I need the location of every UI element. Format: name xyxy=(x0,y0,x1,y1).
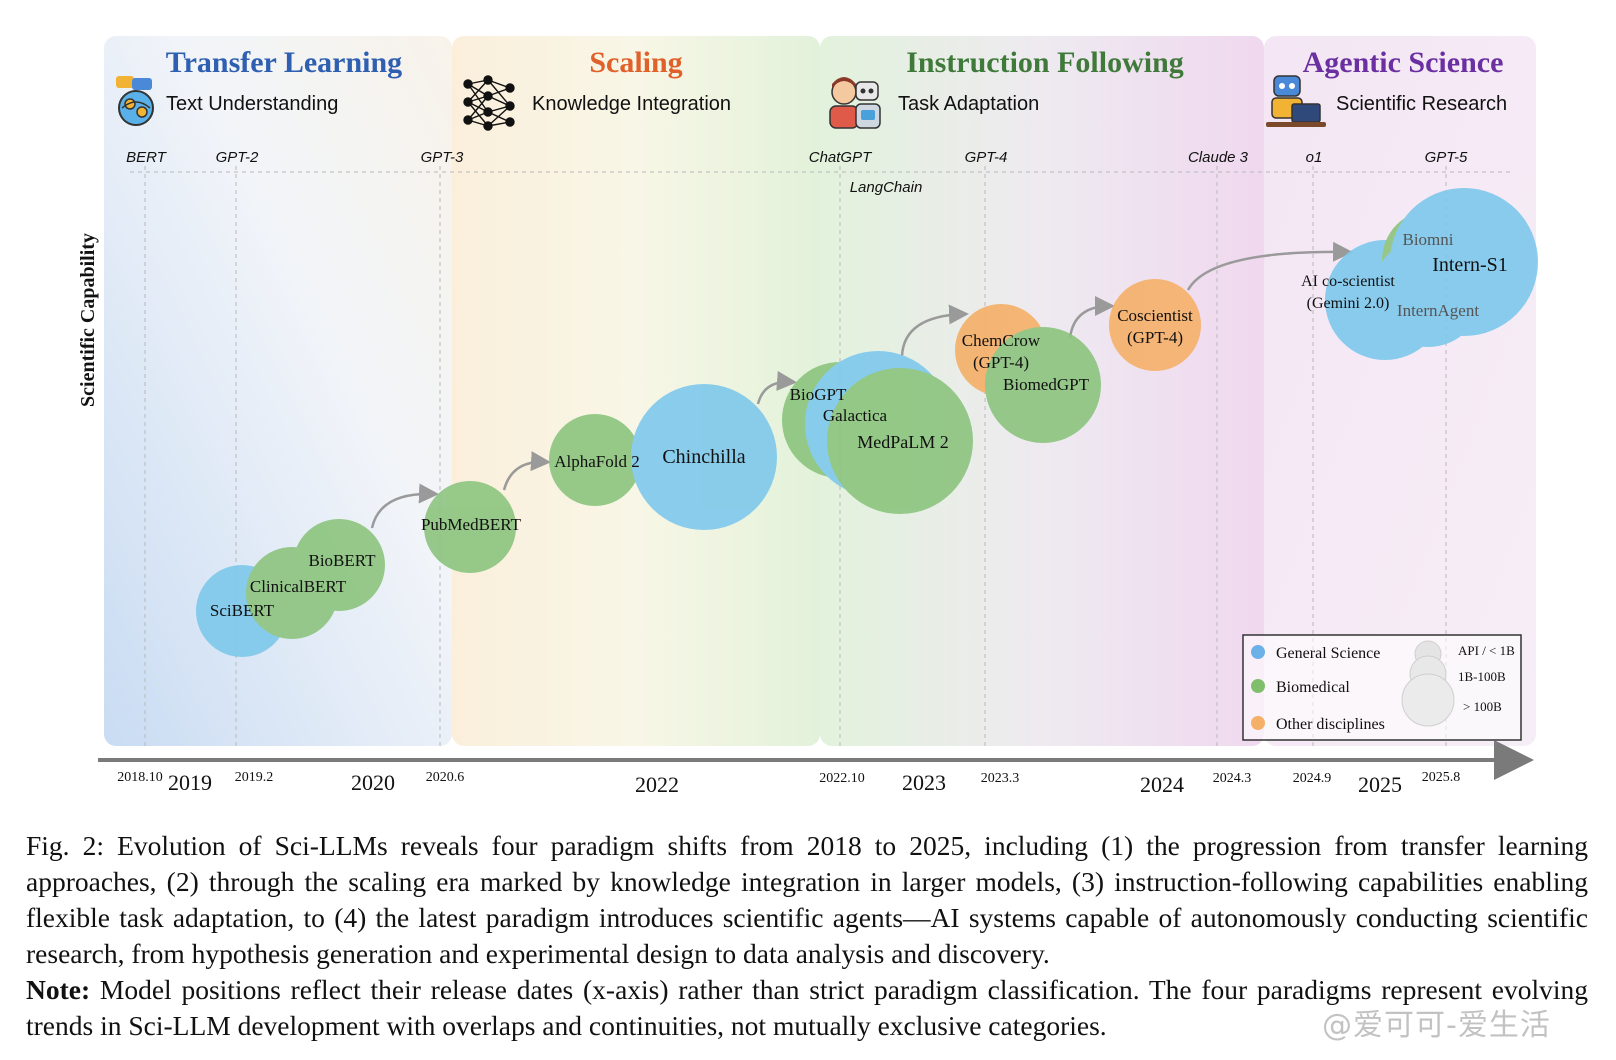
date-2018-10: 2018.10 xyxy=(117,770,163,785)
paradigm-title-agentic: Agentic Science xyxy=(1303,46,1504,79)
legend-biomedical: Biomedical xyxy=(1276,679,1350,696)
date-2024-3: 2024.3 xyxy=(1213,771,1252,786)
label-medpalm2: MedPaLM 2 xyxy=(857,432,949,452)
paradigm-subtitle-transfer: Text Understanding xyxy=(166,93,338,115)
milestone-langchain: LangChain xyxy=(850,179,923,196)
caption-note-label: Note: xyxy=(26,974,91,1005)
legend-dot-general xyxy=(1251,645,1265,659)
neural-network-icon xyxy=(463,75,515,131)
date-2019-2: 2019.2 xyxy=(235,770,274,785)
label-intern-s1: Intern-S1 xyxy=(1432,254,1508,276)
legend-dot-biomedical xyxy=(1251,679,1265,693)
label-scibert: SciBERT xyxy=(210,601,275,620)
date-2020-6: 2020.6 xyxy=(426,770,465,785)
robot-computer-icon xyxy=(1266,75,1326,127)
date-2024-9: 2024.9 xyxy=(1293,771,1332,786)
date-2022-10: 2022.10 xyxy=(819,771,865,786)
label-clinicalbert: ClinicalBERT xyxy=(250,577,347,596)
label-pubmedbert: PubMedBERT xyxy=(421,515,522,534)
paradigm-subtitle-instruction: Task Adaptation xyxy=(898,93,1039,115)
bubble-pubmedbert xyxy=(424,481,516,573)
sci-llm-evolution-figure: Transfer Learning Scaling Instruction Fo… xyxy=(77,36,1538,797)
label-biomni: Biomni xyxy=(1402,230,1453,249)
caption-note: Model positions reflect their release da… xyxy=(26,974,1588,1041)
figure-caption: Fig. 2: Evolution of Sci-LLMs reveals fo… xyxy=(26,828,1588,1044)
legend: General Science Biomedical Other discipl… xyxy=(1242,634,1522,741)
paradigm-subtitle-scaling: Knowledge Integration xyxy=(532,93,731,115)
legend-general: General Science xyxy=(1276,645,1380,662)
y-axis-label: Scientific Capability xyxy=(77,233,99,407)
milestone-o1: o1 xyxy=(1306,149,1323,166)
year-2025: 2025 xyxy=(1358,772,1402,797)
label-coscientist: Coscientist (GPT-4) xyxy=(1117,306,1193,347)
milestone-gpt2: GPT-2 xyxy=(216,149,259,166)
bubble-biobert xyxy=(293,519,385,611)
label-chinchilla: Chinchilla xyxy=(662,446,745,468)
label-ai-coscientist: AI co-scientist (Gemini 2.0) xyxy=(1301,273,1395,312)
legend-dot-other xyxy=(1251,716,1265,730)
milestone-gpt5: GPT-5 xyxy=(1425,149,1468,166)
paradigm-title-instruction: Instruction Following xyxy=(906,46,1184,79)
year-2023: 2023 xyxy=(902,770,946,795)
bubble-intern-s1 xyxy=(1390,188,1538,336)
year-2024: 2024 xyxy=(1140,772,1184,797)
legend-other: Other disciplines xyxy=(1276,716,1385,733)
milestone-bert: BERT xyxy=(126,149,168,166)
label-biogpt: BioGPT xyxy=(790,385,847,404)
paradigm-title-scaling: Scaling xyxy=(589,46,682,79)
year-2019: 2019 xyxy=(168,770,212,795)
label-biobert: BioBERT xyxy=(309,551,377,570)
bubble-alphafold2 xyxy=(549,414,641,506)
caption-main: Fig. 2: Evolution of Sci-LLMs reveals fo… xyxy=(26,830,1588,969)
year-2022: 2022 xyxy=(635,772,679,797)
label-internagent: InternAgent xyxy=(1397,301,1479,320)
date-2023-3: 2023.3 xyxy=(981,771,1020,786)
bubble-coscientist xyxy=(1109,279,1201,371)
bubble-chinchilla xyxy=(631,384,777,530)
year-2020: 2020 xyxy=(351,770,395,795)
milestone-gpt4: GPT-4 xyxy=(965,149,1008,166)
label-alphafold2: AlphaFold 2 xyxy=(554,452,639,471)
brain-icon xyxy=(116,76,154,126)
legend-size-large: > 100B xyxy=(1463,699,1502,714)
label-chemcrow: ChemCrow (GPT-4) xyxy=(962,331,1041,372)
label-galactica: Galactica xyxy=(823,406,888,425)
paradigm-subtitle-agentic: Scientific Research xyxy=(1336,93,1507,115)
legend-size-small: API / < 1B xyxy=(1458,643,1515,658)
human-robot-icon xyxy=(829,77,881,129)
date-2025-8: 2025.8 xyxy=(1422,770,1461,785)
label-biomedgpt: BiomedGPT xyxy=(1003,375,1090,394)
milestone-gpt3: GPT-3 xyxy=(421,149,464,166)
panel-scaling xyxy=(452,36,820,746)
milestone-claude3: Claude 3 xyxy=(1188,149,1249,166)
paradigm-title-transfer: Transfer Learning xyxy=(166,46,402,79)
watermark: @爱可可-爱生活 xyxy=(1322,1008,1551,1043)
bubble-medpalm2 xyxy=(827,368,973,514)
milestone-chatgpt: ChatGPT xyxy=(809,149,873,166)
legend-size-medium: 1B-100B xyxy=(1458,669,1506,684)
bubble-biomedgpt xyxy=(985,327,1101,443)
